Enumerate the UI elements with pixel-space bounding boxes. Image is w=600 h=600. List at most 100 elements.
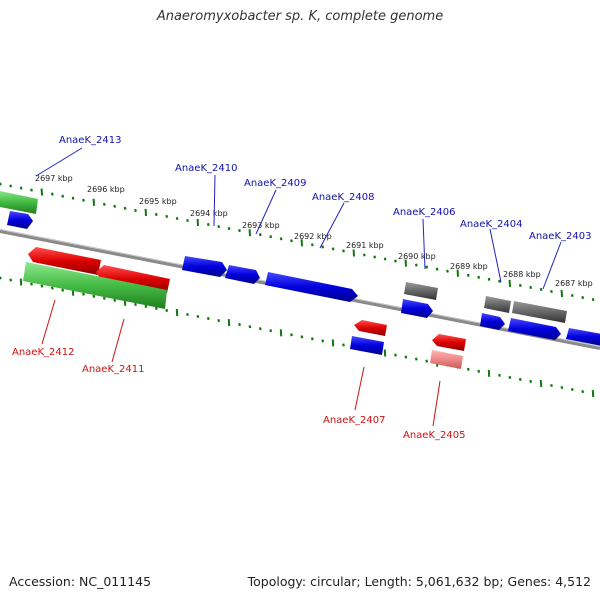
minor-tick [217,225,221,229]
minor-tick [466,367,470,371]
minor-tick [206,317,210,321]
gene-label[interactable]: AnaeK_2403 [529,231,591,242]
lower-callouts [41,299,441,427]
minor-tick [529,379,533,383]
minor-tick [134,208,137,212]
gene-arrow-blue[interactable] [225,265,260,284]
minor-tick [113,298,117,302]
minor-tick [570,293,574,298]
minor-tick [19,186,23,190]
gene-label[interactable]: AnaeK_2409 [244,178,306,189]
minor-tick [498,279,501,283]
minor-tick [154,212,158,216]
gene-arrow-blue[interactable] [7,211,33,229]
minor-tick [498,373,501,377]
gene-arrow-blue[interactable] [508,318,561,340]
scale-tick-label: 2696 kbp [87,185,125,194]
minor-tick [394,353,397,357]
minor-tick [581,390,585,394]
minor-tick [82,292,85,296]
gene-arrow-blue[interactable] [566,328,600,346]
genome-summary-text: Topology: circular; Length: 5,061,632 bp… [247,574,591,589]
gene-label[interactable]: AnaeK_2406 [393,207,455,218]
gene-label[interactable]: AnaeK_2413 [59,135,121,146]
minor-tick [154,306,158,310]
gene-label[interactable]: AnaeK_2404 [460,219,522,230]
accession-text: Accession: NC_011145 [9,574,152,589]
scale-tick-label: 2692 kbp [294,232,332,241]
minor-tick [123,206,127,210]
minor-tick [414,263,418,267]
upper-callouts [35,147,562,290]
gene-arrow-red[interactable] [354,320,387,336]
scale-tick-label: 2693 kbp [242,221,280,230]
minor-tick [217,319,221,323]
gene-arrow-blue[interactable] [350,336,384,355]
minor-tick [570,387,574,392]
minor-tick [331,247,335,251]
minor-tick [508,375,512,379]
gene-label[interactable]: AnaeK_2411 [82,364,144,375]
gene-arrow-red[interactable] [432,334,466,351]
gene-arrow-red[interactable] [28,247,101,275]
minor-tick [290,333,293,337]
minor-tick [446,269,449,273]
scale-tick-label: 2690 kbp [398,252,436,261]
minor-tick [238,323,241,327]
minor-tick [300,335,304,339]
gene-arrow-blue[interactable] [265,272,358,302]
minor-tick [425,265,429,269]
minor-tick [279,237,283,241]
minor-tick [61,194,65,198]
gene-label[interactable]: AnaeK_2405 [403,430,465,441]
minor-tick [186,312,189,317]
minor-tick [165,308,169,312]
upper-tick-ruler [0,182,595,302]
gene-arrow-blue[interactable] [480,313,505,330]
minor-tick [50,192,54,196]
minor-tick [269,235,273,239]
minor-tick [414,357,418,361]
scale-tick-label: 2697 kbp [35,174,73,183]
minor-tick [227,227,231,231]
gene-arrow-green[interactable] [0,190,38,214]
minor-tick [144,304,148,308]
gene-label[interactable]: AnaeK_2412 [12,347,74,358]
gene-arrow-green[interactable] [23,262,167,309]
scale-tick-label: 2695 kbp [139,197,177,206]
upper-gene-labels: AnaeK_2413 AnaeK_2410 AnaeK_2409 AnaeK_2… [59,135,591,242]
minor-tick [310,243,314,247]
gene-label[interactable]: AnaeK_2408 [312,192,374,203]
minor-tick [61,288,65,292]
minor-tick [82,198,85,202]
gene-arrow-gray[interactable] [404,282,438,300]
gene-arrow-pink[interactable] [430,350,463,369]
minor-tick [425,359,429,363]
minor-tick [477,369,481,373]
gene-arrow-blue[interactable] [401,299,433,318]
gene-label[interactable]: AnaeK_2407 [323,415,385,426]
gene-arrow-gray[interactable] [512,301,567,323]
minor-tick [30,282,33,286]
minor-tick [206,223,210,227]
minor-tick [321,339,325,343]
scale-tick-label: 2688 kbp [503,270,541,279]
minor-tick [92,294,96,298]
minor-tick [477,275,481,279]
minor-tick [30,188,33,192]
scale-tick-label: 2691 kbp [346,241,384,250]
scale-tick-label: 2694 kbp [190,209,228,218]
minor-tick [258,327,262,331]
lower-gene-labels: AnaeK_2412 AnaeK_2411 AnaeK_2407 AnaeK_2… [12,347,465,441]
reverse-features [23,247,466,369]
minor-tick [342,343,345,347]
gene-arrow-blue[interactable] [182,256,227,277]
gene-arrow-red[interactable] [96,265,170,293]
gene-arrow-gray[interactable] [484,296,511,313]
minor-tick [71,196,75,200]
minor-tick [518,283,522,287]
minor-tick [581,296,585,300]
minor-tick [560,385,564,390]
gene-label[interactable]: AnaeK_2410 [175,163,237,174]
